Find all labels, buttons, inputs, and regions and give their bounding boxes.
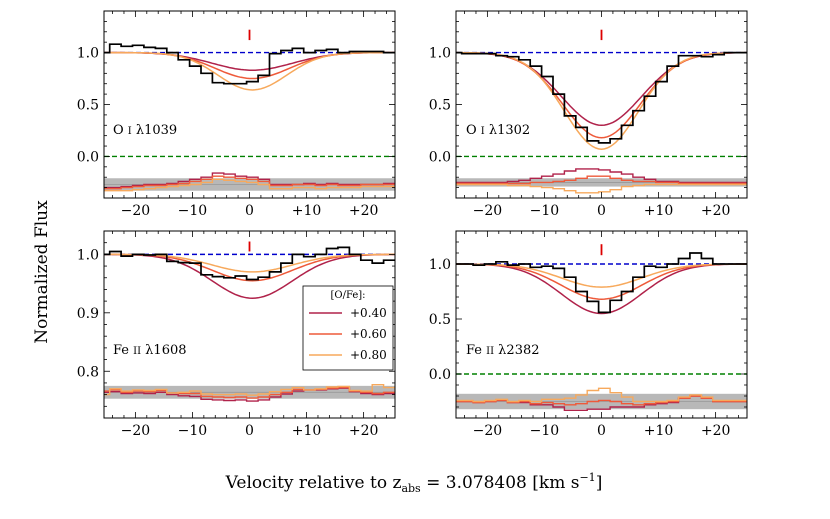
panels: −20 −10 0 +10 +20 0.0 0.5 1.0 O I λ1039 −20 −10 0 +1…: [77, 10, 748, 439]
legend-label-060: +0.60: [350, 327, 387, 341]
y-tick-label: 0.9: [77, 306, 99, 322]
x-tick-label: −20: [121, 203, 151, 219]
y-tick-label: 0.0: [77, 149, 99, 165]
model-series-3: [456, 263, 747, 288]
x-tick-label: 0: [245, 203, 254, 219]
x-tick-label: −20: [473, 423, 503, 439]
residual-series-3: [456, 387, 747, 403]
panel-label-ion: Fe: [113, 343, 133, 358]
x-tick-label: +10: [292, 203, 322, 219]
x-tick-label: −10: [530, 423, 560, 439]
model-series-2: [456, 263, 747, 300]
x-tick-label: +10: [292, 423, 322, 439]
panel-2: −20 −10 0 +10 +20 0.0 0.5 1.0 O I λ1302: [429, 10, 748, 219]
panel-label-state: I: [481, 126, 485, 137]
panel-label: O I λ1039: [113, 123, 177, 138]
legend: [O/Fe]: +0.40 +0.60 +0.80: [302, 285, 394, 371]
panel-label-state: I: [128, 126, 132, 137]
x-tick-label: +10: [644, 423, 674, 439]
x-tick-label: 0: [245, 423, 254, 439]
residual-series-3: [456, 183, 747, 194]
panel-label-state: II: [133, 346, 141, 357]
panel-label-ion: O: [113, 123, 128, 138]
x-tick-label: +20: [349, 203, 379, 219]
panel-plot-area: [456, 29, 747, 194]
model-series-2: [104, 253, 395, 282]
y-tick-label: 0.5: [429, 98, 451, 114]
data-series: [456, 252, 747, 314]
model-series-1: [104, 51, 395, 71]
panel-label-lambda: λ2382: [494, 343, 539, 358]
panel-plot-area: [104, 29, 395, 192]
data-series: [104, 43, 395, 85]
x-axis-title: Velocity relative to zabs = 3.078408 [km…: [225, 471, 603, 495]
x-tick-label: +20: [701, 203, 731, 219]
data-series: [456, 51, 747, 144]
residual-series-1: [104, 172, 395, 189]
x-tick-label: −10: [530, 203, 560, 219]
y-tick-label: 0.5: [429, 312, 451, 328]
panel-label: Fe II λ1608: [113, 343, 187, 358]
residual-series-2: [456, 175, 747, 185]
x-tick-label: 0: [597, 203, 606, 219]
y-tick-label: 0.0: [429, 149, 451, 165]
y-tick-label: 1.0: [77, 46, 99, 62]
x-tick-label: +20: [349, 423, 379, 439]
y-tick-label: 0.5: [77, 98, 99, 114]
model-series-2: [104, 51, 395, 80]
x-axis-title-sub: abs: [401, 482, 421, 495]
legend-title: [O/Fe]:: [330, 290, 365, 301]
x-tick-label: −20: [121, 423, 151, 439]
panel-plot-area: [456, 244, 747, 411]
panel-label-lambda: λ1302: [485, 123, 530, 138]
legend-box: [302, 285, 394, 371]
model-series-1: [456, 263, 747, 315]
x-axis-title-main: Velocity relative to z: [225, 473, 402, 493]
model-series-3: [104, 51, 395, 91]
panel-3: −20 −10 0 +10 +20 0.8 0.9 1.0 Fe II λ1608: [77, 230, 396, 439]
panel-label-state: II: [486, 346, 494, 357]
y-axis-title: Normalized Flux: [32, 200, 52, 344]
residual-series-3: [104, 384, 395, 396]
legend-label-080: +0.80: [350, 348, 387, 362]
x-tick-label: −10: [178, 423, 208, 439]
x-tick-label: −20: [473, 203, 503, 219]
y-tick-label: 0.0: [429, 367, 451, 383]
y-tick-label: 1.0: [77, 247, 99, 263]
x-tick-label: +10: [644, 203, 674, 219]
x-tick-label: 0: [597, 423, 606, 439]
x-tick-label: +20: [701, 423, 731, 439]
panel-label-lambda: λ1039: [132, 123, 177, 138]
panel-label: Fe II λ2382: [466, 343, 540, 358]
model-series-1: [104, 253, 395, 299]
y-tick-label: 0.8: [77, 364, 99, 380]
panel-1: −20 −10 0 +10 +20 0.0 0.5 1.0 O I λ1039: [77, 10, 396, 219]
panel-4: −20 −10 0 +10 +20 0.0 0.5 1.0 Fe II λ2382: [429, 230, 748, 439]
y-tick-label: 1.0: [429, 257, 451, 273]
residual-series-2: [104, 175, 395, 190]
y-tick-label: 1.0: [429, 46, 451, 62]
data-series: [104, 246, 395, 281]
x-tick-label: −10: [178, 203, 208, 219]
x-axis-title-end: ]: [596, 473, 603, 493]
panel-label: O I λ1302: [466, 123, 530, 138]
legend-label-040: +0.40: [350, 306, 387, 320]
x-axis-title-rest: = 3.078408 [km s: [421, 473, 580, 493]
residual-series-3: [104, 178, 395, 192]
model-series-1: [456, 51, 747, 127]
panel-label-lambda: λ1608: [141, 343, 186, 358]
panel-plot-area: [104, 241, 395, 402]
panel-label-ion: Fe: [466, 343, 486, 358]
panel-label-ion: O: [466, 123, 481, 138]
x-axis-title-sup: −1: [579, 471, 595, 484]
residual-series-2: [104, 386, 395, 399]
